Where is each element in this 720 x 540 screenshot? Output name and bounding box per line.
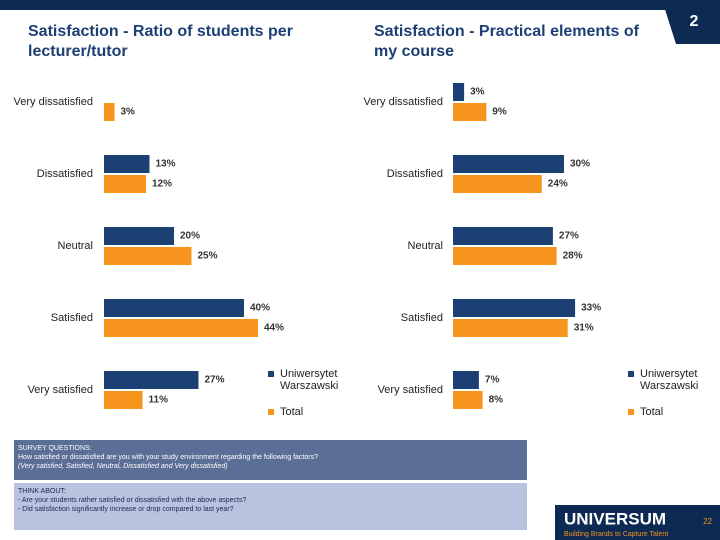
value-label: 44%: [264, 323, 284, 334]
legend-label: Uniwersytet Warszawski: [640, 368, 699, 392]
logo-tagline: Building Brands to Capture Talent: [564, 531, 668, 538]
top-strip: [0, 0, 720, 10]
value-label: 33%: [581, 303, 601, 314]
bar: [104, 247, 192, 265]
bar: [453, 299, 576, 317]
bar: [104, 175, 146, 193]
legend-label: Total: [280, 406, 304, 418]
legend-label: Uniwersytet Warszawski: [280, 368, 339, 392]
slide-number: 22: [703, 517, 712, 526]
bar: [104, 319, 258, 337]
value-label: 25%: [198, 251, 218, 262]
legend-item: Total: [628, 406, 708, 418]
legend-item: Uniwersytet Warszawski: [628, 368, 708, 392]
think-heading: THINK ABOUT:: [18, 488, 66, 495]
value-label: 20%: [180, 231, 200, 242]
think-box: THINK ABOUT: - Are your students rather …: [14, 483, 527, 530]
category-label: Neutral: [408, 240, 443, 252]
value-label: 8%: [489, 395, 504, 406]
bar: [453, 319, 568, 337]
category-label: Very dissatisfied: [364, 96, 443, 108]
category-label: Satisfied: [401, 312, 443, 324]
value-label: 7%: [485, 375, 500, 386]
value-label: 11%: [149, 395, 169, 406]
value-label: 27%: [559, 231, 579, 242]
category-label: Dissatisfied: [37, 168, 93, 180]
bar: [104, 299, 244, 317]
value-label: 31%: [574, 323, 594, 334]
legend-swatch: [628, 371, 634, 377]
survey-heading: SURVEY QUESTIONS:: [18, 445, 92, 452]
survey-box: SURVEY QUESTIONS: How satisfied or dissa…: [14, 440, 527, 480]
value-label: 3%: [470, 87, 485, 98]
value-label: 13%: [156, 159, 176, 170]
category-label: Very satisfied: [28, 384, 93, 396]
value-label: 28%: [563, 251, 583, 262]
bar: [453, 155, 564, 173]
value-label: 40%: [250, 303, 270, 314]
legend-item: Uniwersytet Warszawski: [268, 368, 348, 392]
bar: [453, 247, 557, 265]
bar: [104, 155, 150, 173]
think-line: - Did satisfaction significantly increas…: [18, 506, 234, 513]
survey-line: (Very satisfied, Satisfied, Neutral, Dis…: [18, 463, 228, 470]
value-label: 12%: [152, 179, 172, 190]
value-label: 9%: [492, 107, 507, 118]
category-label: Very satisfied: [378, 384, 443, 396]
value-label: 24%: [548, 179, 568, 190]
bar: [453, 83, 465, 101]
bar: [104, 103, 115, 121]
page-number: 2: [690, 13, 699, 30]
logo-box: [555, 505, 720, 540]
legend-swatch: [268, 409, 274, 415]
survey-line: How satisfied or dissatisfied are you wi…: [18, 454, 318, 461]
bar: [453, 175, 542, 193]
legend-label: Total: [640, 406, 664, 418]
bar: [453, 371, 479, 389]
value-label: 27%: [205, 375, 225, 386]
chart-title: Satisfaction - Practical elements of my …: [374, 23, 639, 60]
bar: [104, 227, 174, 245]
value-label: 3%: [121, 107, 136, 118]
legend-item: Total: [268, 406, 348, 418]
category-label: Satisfied: [51, 312, 93, 324]
category-label: Dissatisfied: [387, 168, 443, 180]
legend-swatch: [268, 371, 274, 377]
chart-title: Satisfaction - Ratio of students per lec…: [28, 23, 293, 60]
legend: Uniwersytet Warszawski Total: [628, 368, 708, 432]
bar: [453, 103, 487, 121]
category-label: Neutral: [58, 240, 93, 252]
think-line: - Are your students rather satisfied or …: [18, 497, 247, 504]
legend: Uniwersytet Warszawski Total: [268, 368, 348, 432]
bar: [453, 227, 553, 245]
bar: [104, 391, 143, 409]
legend-swatch: [628, 409, 634, 415]
category-label: Very dissatisfied: [14, 96, 93, 108]
bar: [104, 371, 199, 389]
value-label: 30%: [570, 159, 590, 170]
page-number-badge: [662, 0, 720, 44]
bar: [453, 391, 483, 409]
logo-name: UNIVERSUM: [564, 509, 666, 528]
